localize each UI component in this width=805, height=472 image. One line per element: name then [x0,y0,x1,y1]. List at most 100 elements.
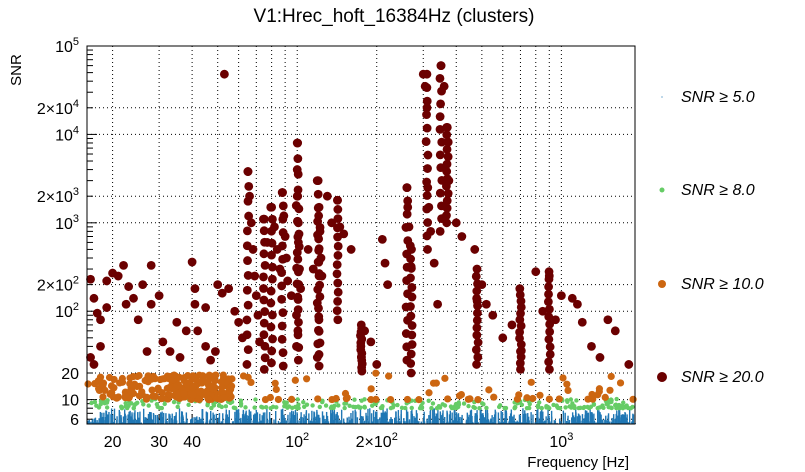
snr-20-point [243,167,253,176]
snr-8-point [426,398,431,403]
snr-20-point [267,250,276,260]
snr-20-point [243,256,252,265]
snr-20-point [515,333,524,343]
snr-5-point [398,421,400,424]
snr-5-point [343,421,345,424]
snr-5-point [292,411,295,424]
y-tick-label: 10 [61,393,79,410]
snr-5-point [294,410,297,424]
snr-5-point [337,415,339,424]
snr-5-point [539,419,541,424]
snr-8-point [175,404,180,410]
snr-5-point [215,413,218,424]
snr-20-point [332,306,342,315]
snr-8-point [223,404,229,409]
y-tick-label: 105 [55,36,79,56]
snr-20-point [556,291,566,301]
snr-20-point [442,196,452,206]
snr-20-point [406,368,416,378]
snr-5-point [420,421,422,424]
snr-20-point [314,246,324,255]
snr-20-point [567,293,577,303]
snr-20-point [356,320,366,330]
snr-5-point [285,420,287,424]
snr-8-point [551,402,556,408]
snr-20-point [293,292,303,302]
snr-20-point [124,282,134,291]
snr-20-point [544,357,554,367]
snr-5-point [417,421,419,424]
snr-8-point [304,402,310,407]
snr-8-point [526,405,532,411]
snr-20-point [259,226,269,236]
snr-20-point [472,286,482,296]
snr-5-point [367,408,369,424]
snr-10-point [166,392,174,400]
snr-5-point [132,422,134,424]
snr-10-point [218,384,226,392]
snr-5-point [405,408,408,424]
snr-20-point [377,234,387,244]
snr-20-point [406,349,416,359]
y-tick-label: 102 [55,301,79,321]
snr-20-point [294,229,304,239]
snr-20-point [332,269,342,279]
snr-10-point [205,395,213,404]
snr-5-point [225,418,227,424]
snr-10-point [129,372,137,381]
snr-5-point [394,417,396,424]
snr-20-point [436,99,445,109]
snr-20-point [436,61,446,71]
snr-8-point [399,405,405,411]
snr-5-point [209,419,211,424]
snr-20-point [442,130,452,140]
snr-5-point [479,409,481,424]
snr-5-point [90,421,92,424]
plot-frame [86,45,636,425]
snr-20-point [406,302,415,311]
snr-20-point [516,352,526,362]
snr-20-point [422,177,432,187]
snr-10-point [529,394,537,403]
snr-5-point [451,412,453,424]
snr-20-point [278,348,288,358]
snr-20-point [293,138,303,148]
snr-5-point [150,412,152,424]
snr-10-point [515,391,523,399]
snr-10-point [466,395,474,403]
snr-5-point [323,415,325,424]
snr-8-point [456,400,461,405]
snr-20-point [473,308,482,318]
snr-20-point [89,293,99,303]
snr-5-point [258,422,260,424]
snr-8-point [564,398,570,403]
snr-20-point [293,267,303,277]
snr-5-point [571,417,573,424]
x-tick-label: 102 [285,431,309,451]
snr-5-point [102,416,104,424]
snr-5-point [166,422,168,424]
snr-20-point [267,238,277,248]
snr-20-point [333,287,343,297]
snr-5-point [324,418,326,424]
snr-20-point [278,308,288,318]
snr-8-point [320,398,325,404]
snr-20-point [407,245,416,254]
snr-10-point [274,395,282,404]
snr-5-point [514,422,517,424]
snr-5-point [215,422,217,424]
snr-5-point [287,414,289,424]
y-tick-label: 104 [55,124,79,144]
snr-5-point [267,419,269,424]
snr-10-point [159,375,167,383]
snr-5-point [512,416,514,424]
snr-8-point [285,405,290,410]
snr-20-point [545,342,555,352]
snr-5-point [382,409,384,424]
snr-5-point [154,414,157,424]
snr-5-point [602,422,605,424]
snr-20-point [242,360,252,369]
snr-20-point [333,251,343,260]
snr-5-point [231,421,234,424]
snr-5-point [471,416,473,424]
